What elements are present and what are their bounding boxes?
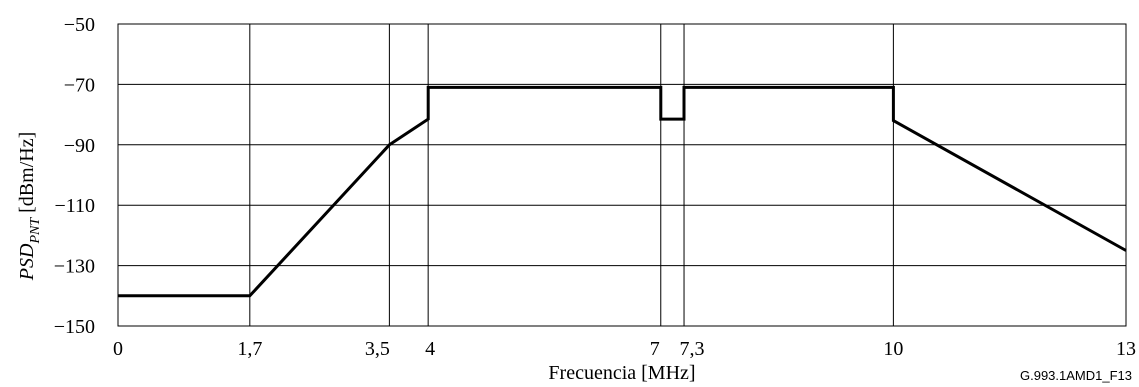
x-tick-label: 7 (650, 338, 660, 360)
y-tick-label: −90 (64, 135, 95, 157)
x-tick-label: 4 (425, 338, 435, 360)
y-axis-title-unit: [dBm/Hz] (16, 132, 38, 218)
psd-series-line (118, 85, 1127, 298)
y-axis-title-subscript: PNT (28, 217, 43, 245)
x-axis-title: Frecuencia [MHz] (548, 362, 695, 384)
y-tick-label: −130 (54, 256, 95, 278)
x-tick-label: 13 (1116, 338, 1136, 360)
x-tick-label: 0 (113, 338, 123, 360)
x-tick-label: 3,5 (365, 338, 390, 360)
y-axis-title-main: PSD (16, 243, 38, 281)
plot-frame (117, 23, 1127, 327)
x-tick-label: 7,3 (680, 338, 705, 360)
y-axis-title: PSDPNT [dBm/Hz] (16, 132, 43, 281)
y-tick-label: −50 (64, 14, 95, 36)
y-tick-label: −70 (64, 74, 95, 96)
x-tick-labels: 0 1,7 3,5 4 7 7,3 10 13 (113, 338, 1136, 360)
y-tick-label: −150 (54, 316, 95, 338)
gridlines (117, 23, 1127, 327)
figure-id: G.993.1AMD1_F13 (1020, 368, 1132, 383)
y-tick-labels: −150 −130 −110 −90 −70 −50 (54, 14, 95, 338)
x-tick-label: 1,7 (237, 338, 262, 360)
x-tick-label: 10 (883, 338, 903, 360)
y-tick-label: −110 (54, 195, 95, 217)
